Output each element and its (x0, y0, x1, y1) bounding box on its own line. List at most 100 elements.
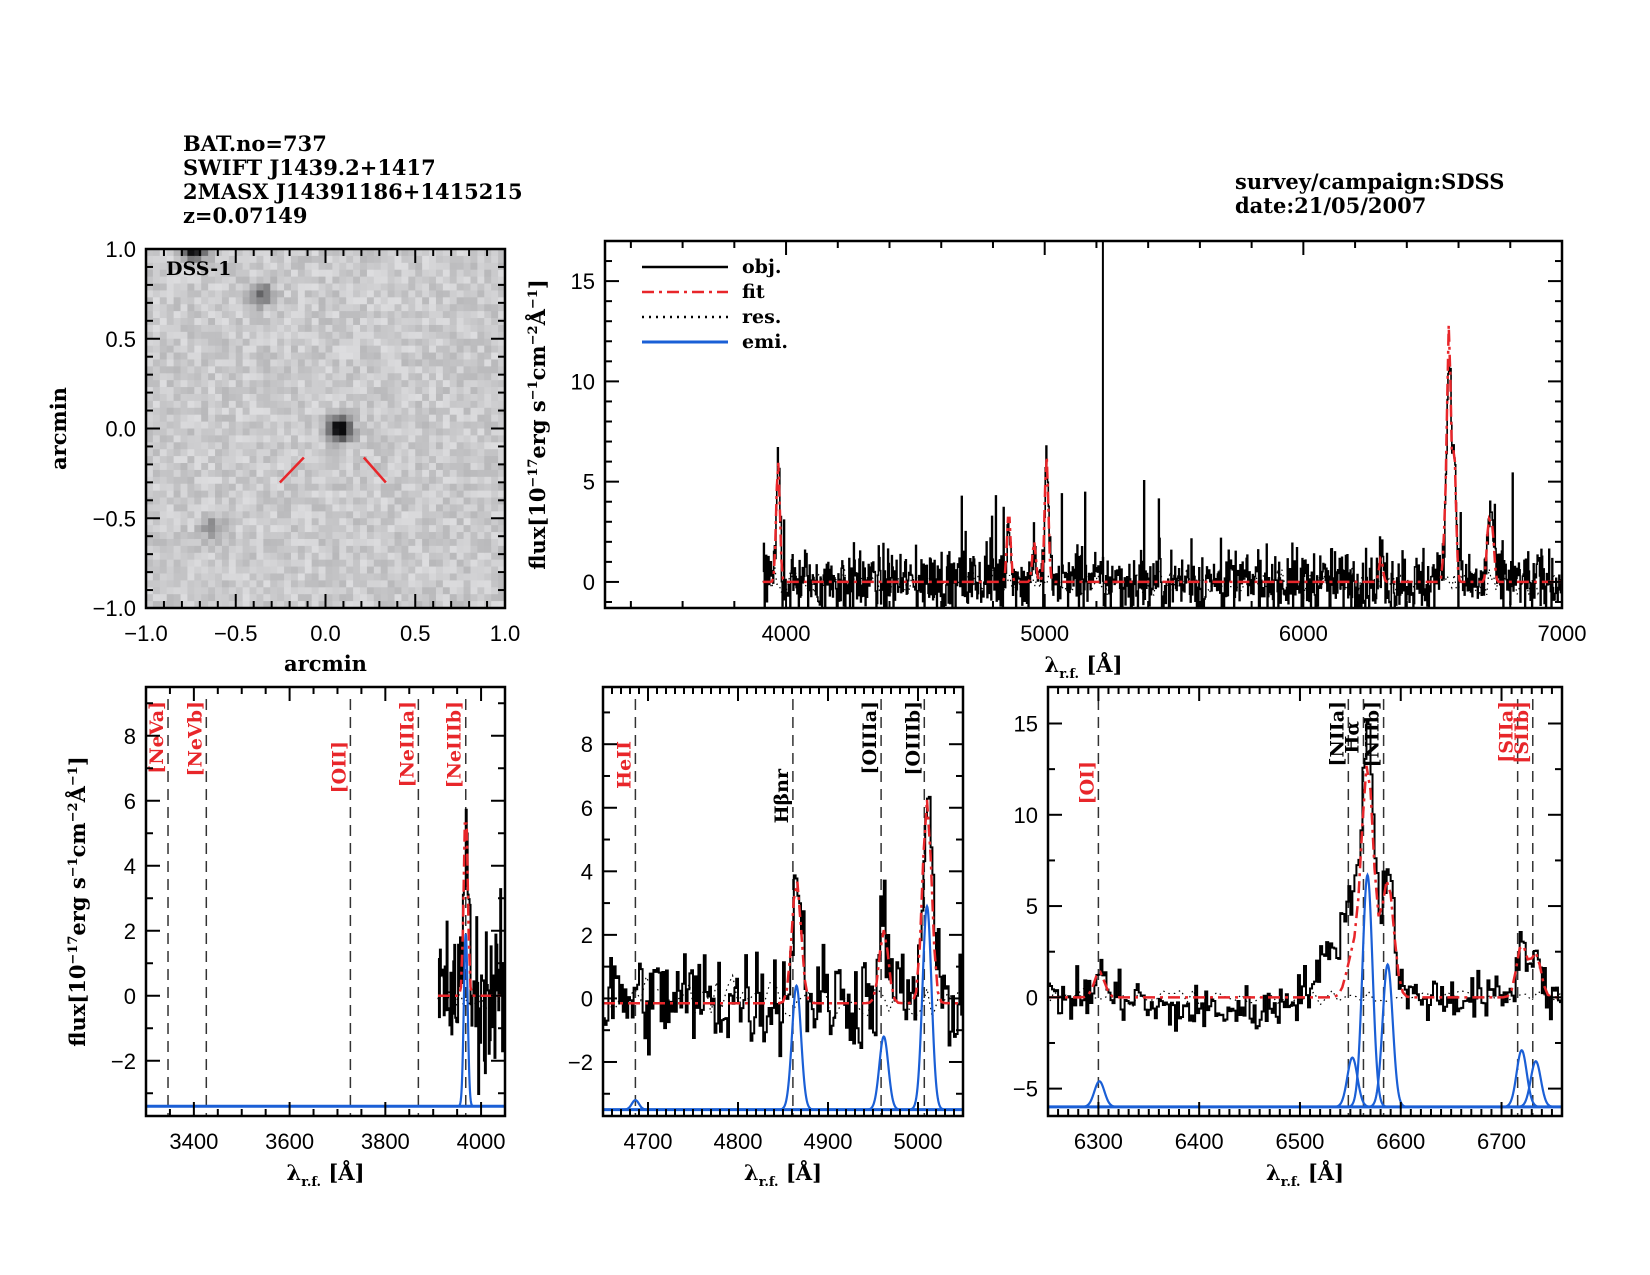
image-pixel (166, 380, 175, 388)
image-pixel (297, 324, 306, 333)
image-pixel (242, 352, 251, 361)
image-pixel (290, 594, 299, 602)
image-pixel (353, 442, 361, 450)
image-pixel (449, 373, 458, 381)
image-pixel (456, 476, 465, 485)
image-pixel (208, 476, 216, 485)
image-pixel (256, 387, 264, 395)
image-pixel (456, 283, 465, 292)
image-pixel (318, 594, 327, 602)
image-panel: DSS-1−1.0 −0.5 0.0 0.5 1.0−1.0−0.50.00.51.0a… (46, 237, 520, 676)
image-pixel (194, 249, 202, 257)
image-pixel (318, 456, 327, 464)
image-pixel (201, 545, 209, 554)
image-pixel (146, 276, 154, 285)
image-pixel (215, 525, 223, 533)
image-pixel (401, 511, 409, 519)
image-pixel (304, 255, 313, 264)
image-pixel (187, 311, 195, 319)
image-pixel (263, 490, 271, 499)
image-pixel (415, 359, 423, 367)
image-pixel (166, 594, 175, 602)
image-pixel (221, 352, 230, 361)
y-axis-title: flux[10−17erg s−1cm−2Å−1] (525, 279, 550, 570)
image-pixel (346, 552, 354, 561)
image-pixel (263, 497, 271, 506)
image-pixel (484, 359, 492, 367)
image-pixel (146, 421, 154, 430)
image-pixel (277, 387, 285, 395)
image-pixel (187, 366, 195, 374)
image-pixel (146, 504, 154, 512)
image-pixel (325, 304, 334, 312)
image-pixel (297, 476, 306, 485)
image-pixel (442, 297, 451, 305)
image-pixel (159, 476, 168, 485)
image-pixel (346, 504, 354, 512)
image-pixel (249, 490, 258, 499)
image-pixel (180, 463, 189, 471)
image-pixel (290, 311, 299, 319)
image-pixel (449, 331, 458, 340)
image-pixel (187, 352, 195, 361)
image-pixel (284, 393, 292, 402)
image-pixel (394, 421, 403, 430)
image-pixel (470, 587, 478, 595)
image-pixel (456, 421, 465, 430)
image-pixel (166, 566, 175, 575)
image-pixel (152, 331, 161, 340)
image-pixel (463, 297, 472, 305)
image-pixel (277, 538, 285, 547)
image-pixel (360, 587, 368, 595)
image-pixel (304, 262, 313, 271)
image-pixel (221, 345, 230, 354)
x-tick-label: 4900 (804, 1129, 853, 1154)
image-pixel (491, 352, 499, 361)
image-pixel (173, 269, 182, 278)
image-pixel (249, 318, 258, 326)
image-pixel (422, 601, 430, 609)
image-pixel (215, 463, 223, 471)
image-pixel (366, 442, 375, 450)
image-pixel (235, 476, 244, 485)
image-pixel (366, 269, 375, 278)
image-pixel (360, 283, 368, 292)
image-pixel (491, 428, 499, 437)
image-pixel (380, 566, 389, 575)
image-pixel (470, 297, 478, 305)
image-pixel (221, 331, 230, 340)
image-pixel (332, 545, 340, 554)
image-pixel (435, 359, 444, 367)
image-pixel (152, 442, 161, 450)
image-pixel (456, 504, 465, 512)
image-pixel (270, 414, 278, 423)
image-pixel (180, 297, 189, 305)
image-pixel (408, 545, 416, 554)
image-pixel (256, 463, 264, 471)
image-pixel (311, 552, 320, 561)
image-pixel (456, 428, 465, 437)
image-pixel (318, 387, 327, 395)
image-pixel (332, 594, 340, 602)
image-pixel (228, 359, 237, 367)
image-pixel (180, 566, 189, 575)
image-pixel (215, 269, 223, 278)
image-pixel (242, 566, 251, 575)
image-pixel (360, 338, 368, 347)
image-pixel (498, 269, 506, 278)
image-pixel (256, 428, 264, 437)
image-pixel (491, 387, 499, 395)
image-pixel (318, 380, 327, 388)
image-pixel (360, 504, 368, 512)
image-pixel (366, 297, 375, 305)
image-pixel (477, 290, 485, 298)
image-pixel (159, 573, 168, 581)
image-pixel (449, 594, 458, 602)
image-pixel (332, 587, 340, 595)
image-pixel (498, 380, 506, 388)
image-pixel (297, 566, 306, 575)
survey-campaign: survey/campaign:SDSS (1235, 169, 1505, 194)
image-pixel (180, 255, 189, 264)
image-pixel (284, 511, 292, 519)
image-pixel (166, 490, 175, 499)
